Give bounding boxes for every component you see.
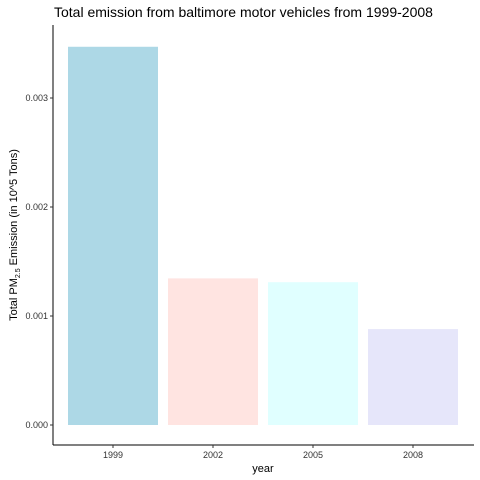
y-tick-label: 0.003 bbox=[25, 93, 48, 103]
bar-2008 bbox=[368, 329, 458, 425]
bar-1999 bbox=[68, 46, 158, 426]
bar-2002 bbox=[168, 278, 258, 425]
y-tick-label: 0.002 bbox=[25, 202, 48, 212]
y-tick-label: 0.000 bbox=[25, 420, 48, 430]
bar-2005 bbox=[268, 282, 358, 425]
y-axis-title-suffix: Emission (in 10^5 Tons) bbox=[8, 149, 20, 268]
y-tick-label: 0.001 bbox=[25, 311, 48, 321]
x-axis-title: year bbox=[252, 463, 274, 475]
y-axis-title-prefix: Total PM bbox=[8, 278, 20, 321]
x-axis-ticks: 1999 2002 2005 2008 bbox=[103, 445, 423, 460]
x-tick-label: 1999 bbox=[103, 450, 123, 460]
chart-title: Total emission from baltimore motor vehi… bbox=[54, 4, 433, 20]
x-tick-label: 2008 bbox=[403, 450, 423, 460]
y-axis-title: Total PM2.5 Emission (in 10^5 Tons) bbox=[8, 149, 22, 321]
x-tick-label: 2005 bbox=[303, 450, 323, 460]
x-tick-label: 2002 bbox=[203, 450, 223, 460]
y-axis-title-subscript: 2.5 bbox=[15, 268, 22, 278]
bars-group bbox=[68, 46, 458, 426]
y-axis-ticks: 0.000 0.001 0.002 0.003 bbox=[25, 93, 53, 430]
